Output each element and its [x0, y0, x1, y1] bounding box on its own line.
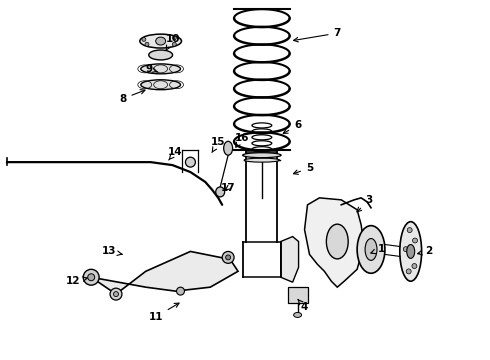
- Text: 8: 8: [120, 90, 145, 104]
- Ellipse shape: [141, 64, 180, 74]
- Ellipse shape: [413, 238, 417, 243]
- Ellipse shape: [172, 42, 176, 46]
- Ellipse shape: [400, 222, 421, 281]
- Text: 1: 1: [371, 244, 385, 255]
- Ellipse shape: [140, 34, 181, 48]
- Text: 6: 6: [283, 121, 301, 134]
- Text: 4: 4: [298, 300, 308, 312]
- Ellipse shape: [216, 187, 224, 197]
- Text: 17: 17: [221, 183, 235, 193]
- Text: 14: 14: [168, 147, 183, 160]
- Ellipse shape: [407, 228, 412, 233]
- Ellipse shape: [326, 224, 348, 259]
- Ellipse shape: [88, 274, 95, 281]
- Text: 13: 13: [102, 247, 122, 256]
- Ellipse shape: [365, 239, 377, 260]
- Ellipse shape: [406, 269, 411, 274]
- Ellipse shape: [412, 264, 417, 269]
- Polygon shape: [305, 198, 364, 287]
- Text: 11: 11: [148, 303, 179, 322]
- Text: 10: 10: [165, 34, 180, 50]
- Text: 2: 2: [417, 247, 432, 256]
- Ellipse shape: [243, 153, 281, 158]
- Ellipse shape: [172, 36, 176, 40]
- Text: 7: 7: [294, 28, 341, 42]
- Ellipse shape: [176, 287, 184, 295]
- Text: 5: 5: [294, 163, 313, 174]
- Ellipse shape: [294, 312, 301, 318]
- Ellipse shape: [403, 247, 408, 252]
- Ellipse shape: [114, 292, 119, 297]
- Ellipse shape: [226, 255, 231, 260]
- Bar: [288, 287, 308, 303]
- Text: 3: 3: [357, 195, 373, 212]
- Text: 16: 16: [235, 133, 249, 147]
- Ellipse shape: [83, 269, 99, 285]
- Ellipse shape: [142, 37, 146, 41]
- Ellipse shape: [244, 158, 280, 162]
- Ellipse shape: [407, 244, 415, 258]
- Polygon shape: [281, 237, 298, 282]
- Ellipse shape: [185, 157, 196, 167]
- Ellipse shape: [145, 42, 149, 46]
- Ellipse shape: [141, 80, 180, 90]
- Ellipse shape: [156, 37, 166, 45]
- Text: 9: 9: [145, 64, 158, 74]
- Polygon shape: [91, 251, 238, 294]
- Ellipse shape: [357, 226, 385, 273]
- Ellipse shape: [223, 141, 233, 155]
- Ellipse shape: [149, 50, 172, 60]
- Text: 15: 15: [211, 137, 225, 153]
- Text: 12: 12: [66, 276, 87, 286]
- Ellipse shape: [222, 251, 234, 264]
- Ellipse shape: [110, 288, 122, 300]
